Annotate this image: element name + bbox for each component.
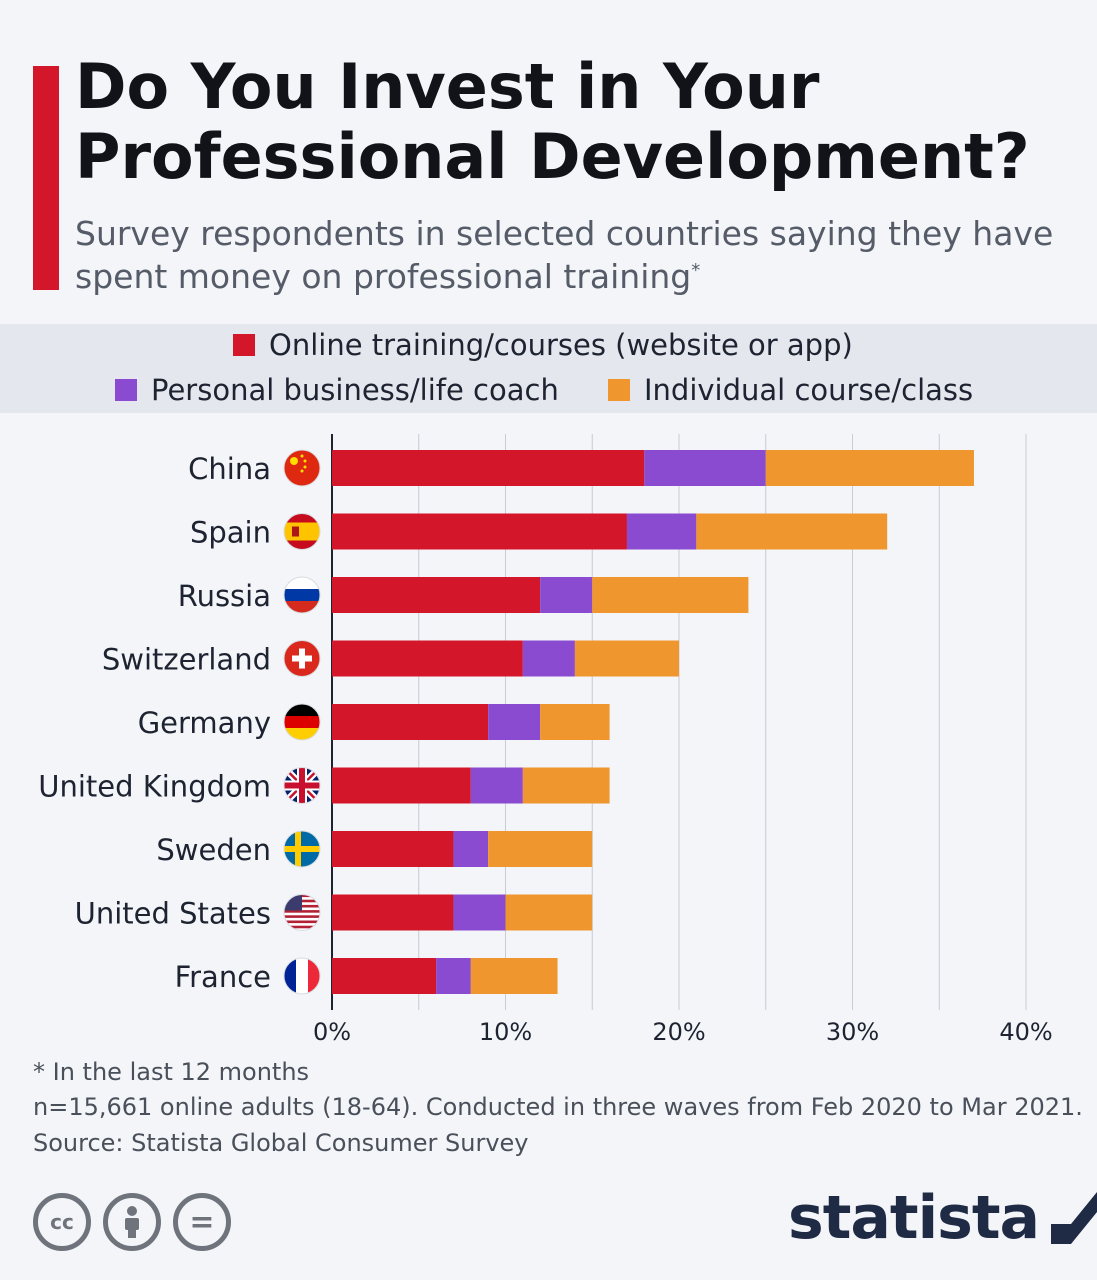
legend-label-coach: Personal business/life coach bbox=[151, 373, 559, 407]
x-tick-label: 40% bbox=[999, 1018, 1052, 1046]
germany-flag-icon bbox=[283, 703, 321, 741]
accent-bar bbox=[33, 66, 59, 290]
category-label: France bbox=[175, 960, 271, 994]
bar-russia-series-2 bbox=[592, 577, 749, 613]
bar-spain-series-1 bbox=[626, 513, 697, 550]
no-derivatives-icon[interactable]: = bbox=[173, 1193, 231, 1251]
legend-item-online: Online training/courses (website or app) bbox=[233, 328, 853, 362]
bar-germany-series-2 bbox=[540, 704, 610, 740]
bar-russia-series-0 bbox=[332, 577, 541, 613]
category-label: Sweden bbox=[156, 833, 271, 867]
legend-swatch-coach bbox=[115, 379, 137, 401]
person-icon bbox=[125, 1206, 139, 1238]
footnote-source: Source: Statista Global Consumer Survey bbox=[33, 1129, 529, 1157]
legend-label-online: Online training/courses (website or app) bbox=[269, 328, 853, 362]
category-label: United States bbox=[75, 897, 271, 931]
attribution-icon[interactable] bbox=[103, 1193, 161, 1251]
bar-united-kingdom-series-2 bbox=[522, 767, 610, 804]
flags bbox=[283, 449, 321, 995]
chart-title: Do You Invest in Your Professional Devel… bbox=[75, 50, 1030, 193]
nd-symbol: = bbox=[189, 1204, 215, 1240]
bar-spain-series-0 bbox=[332, 513, 627, 550]
switzerland-flag-icon bbox=[283, 640, 321, 677]
legend-swatch-online bbox=[233, 334, 255, 356]
footnote-method: n=15,661 online adults (18-64). Conducte… bbox=[33, 1093, 1083, 1121]
bar-sweden-series-2 bbox=[488, 831, 593, 867]
legend-label-course: Individual course/class bbox=[644, 373, 974, 407]
chart-subtitle: Survey respondents in selected countries… bbox=[75, 212, 1075, 298]
category-label: Spain bbox=[190, 516, 271, 550]
x-tick-label: 10% bbox=[479, 1018, 532, 1046]
sweden-flag-icon bbox=[283, 830, 321, 868]
x-tick-labels: 0% 10% 20% 30% 40% bbox=[313, 1018, 1053, 1046]
spain-flag-icon bbox=[283, 513, 321, 550]
category-label: United Kingdom bbox=[38, 770, 271, 804]
footnote-period: * In the last 12 months bbox=[33, 1058, 310, 1086]
category-label: Switzerland bbox=[102, 643, 271, 677]
bar-france-series-2 bbox=[470, 958, 558, 994]
stacked-bar-chart: China Spain Russia Switzerland Germany United… bbox=[38, 434, 1053, 1046]
bar-china-series-2 bbox=[765, 450, 974, 486]
bar-switzerland-series-0 bbox=[332, 640, 523, 677]
bar-france-series-1 bbox=[436, 958, 471, 994]
legend: Online training/courses (website or app)… bbox=[0, 324, 1097, 413]
bar-united-states-series-2 bbox=[505, 894, 593, 931]
category-labels: China Spain Russia Switzerland Germany United… bbox=[38, 452, 271, 994]
bar-united-states-series-0 bbox=[332, 894, 454, 931]
bar-france-series-0 bbox=[332, 958, 437, 994]
bar-spain-series-2 bbox=[696, 513, 888, 550]
brand-name: statista bbox=[788, 1183, 1040, 1253]
bar-united-kingdom-series-1 bbox=[470, 767, 523, 804]
bar-switzerland-series-1 bbox=[522, 640, 575, 677]
license-icons: cc = bbox=[33, 1193, 231, 1251]
category-label: China bbox=[188, 452, 271, 486]
statista-logo[interactable]: statista bbox=[788, 1183, 1097, 1253]
bar-switzerland-series-2 bbox=[574, 640, 679, 677]
usa-flag-icon bbox=[283, 894, 321, 931]
category-label: Russia bbox=[178, 579, 271, 613]
bar-germany-series-1 bbox=[488, 704, 541, 740]
x-tick-label: 0% bbox=[313, 1018, 351, 1046]
bar-germany-series-0 bbox=[332, 704, 489, 740]
category-label: Germany bbox=[138, 706, 271, 740]
bars bbox=[332, 450, 974, 994]
russia-flag-icon bbox=[283, 576, 321, 614]
legend-item-course: Individual course/class bbox=[608, 373, 973, 407]
bar-china-series-0 bbox=[332, 450, 645, 486]
bar-china-series-1 bbox=[644, 450, 766, 486]
x-tick-label: 20% bbox=[652, 1018, 705, 1046]
subtitle-footnote-mark: * bbox=[691, 260, 701, 281]
x-tick-label: 30% bbox=[826, 1018, 879, 1046]
china-flag-icon bbox=[283, 449, 321, 487]
uk-flag-icon bbox=[283, 767, 321, 804]
subtitle-text: Survey respondents in selected countries… bbox=[75, 214, 1054, 296]
cc-symbol: cc bbox=[50, 1210, 74, 1234]
legend-swatch-course bbox=[608, 379, 630, 401]
france-flag-icon bbox=[283, 957, 321, 995]
legend-item-coach: Personal business/life coach bbox=[115, 373, 559, 407]
bar-russia-series-1 bbox=[540, 577, 593, 613]
statista-logo-icon bbox=[1051, 1192, 1097, 1244]
bar-sweden-series-1 bbox=[453, 831, 489, 867]
bar-united-kingdom-series-0 bbox=[332, 767, 471, 804]
cc-icon[interactable]: cc bbox=[33, 1193, 91, 1251]
bar-united-states-series-1 bbox=[453, 894, 506, 931]
bar-sweden-series-0 bbox=[332, 831, 454, 867]
